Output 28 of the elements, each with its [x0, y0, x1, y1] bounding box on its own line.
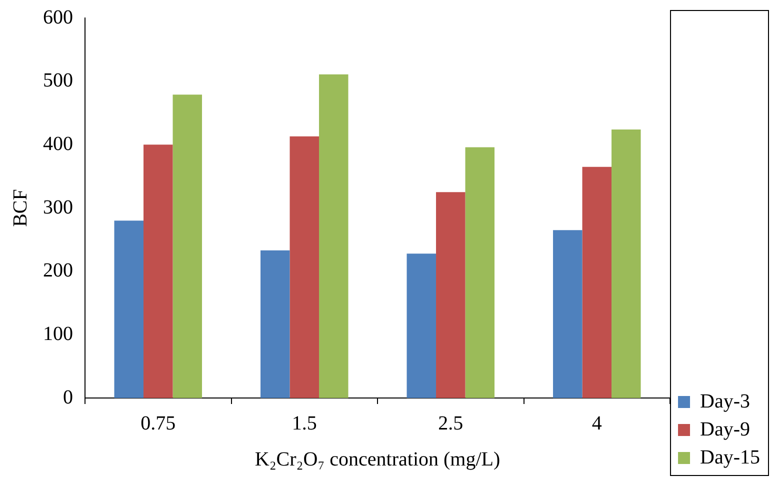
y-tick-label: 100	[43, 322, 73, 345]
bar	[260, 250, 290, 398]
legend-label: Day-15	[700, 446, 760, 468]
y-tick-label: 0	[63, 386, 73, 408]
y-tick-label: 400	[43, 132, 73, 155]
bar	[144, 144, 173, 398]
x-tick-label: 2.5	[438, 412, 464, 434]
bar	[553, 230, 582, 398]
bar	[319, 74, 348, 398]
bar	[172, 94, 202, 398]
x-tick-label: 0.75	[140, 412, 176, 434]
bar	[114, 220, 144, 398]
legend-label: Day-3	[700, 390, 750, 412]
y-tick-label: 600	[43, 6, 73, 28]
x-axis-title: K₂Cr₂O₇ concentration (mg/L)	[254, 448, 500, 470]
x-tick-label: 4	[592, 412, 602, 434]
bar	[436, 192, 466, 398]
bar	[612, 129, 641, 398]
x-tick-label: 1.5	[292, 412, 317, 434]
legend-label: Day-9	[700, 418, 750, 440]
y-tick-label: 500	[43, 70, 73, 92]
bar	[406, 254, 436, 398]
y-tick-label: 300	[43, 196, 73, 218]
y-axis-title: BCF	[9, 189, 32, 227]
bar	[465, 147, 495, 398]
bar	[290, 136, 320, 398]
bar	[582, 166, 612, 398]
y-tick-label: 200	[43, 260, 73, 282]
